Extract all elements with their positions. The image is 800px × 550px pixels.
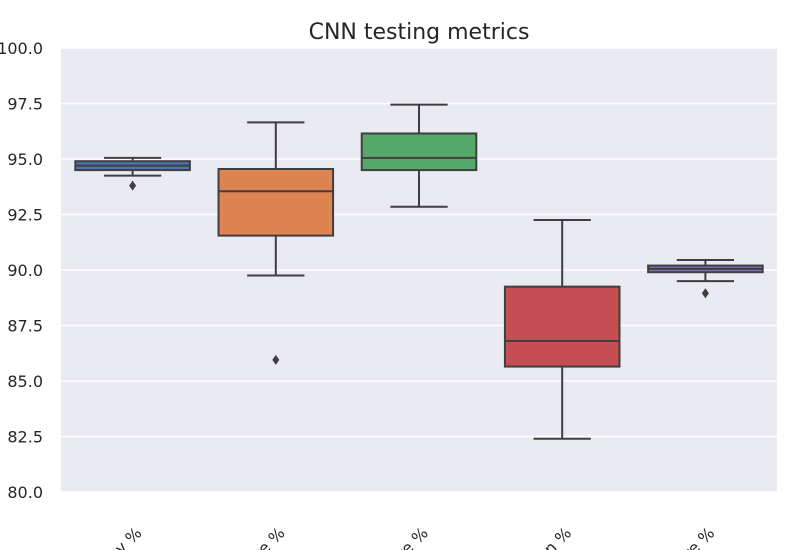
x-tick-label: ore % [672,523,718,550]
y-tick-label: 85.0 [7,372,43,391]
outlier-marker [701,288,709,299]
y-axis-ticks: 80.0 82.5 85.0 87.5 90.0 92.5 95.0 97.5 100.0 [0,39,43,502]
y-tick-label: 82.5 [7,428,43,447]
y-tick-label: 80.0 [7,483,43,502]
x-tick-label: sion % [524,523,575,550]
grid-lines [61,47,777,493]
box-iqr [360,132,478,172]
x-tick-label: rate % [238,523,289,550]
box-group [74,156,191,191]
box-group [647,259,764,299]
x-tick-label: racy % [93,523,145,550]
box-group [217,121,335,365]
y-tick-label: 90.0 [7,261,43,280]
y-tick-label: 100.0 [0,39,43,58]
outlier-marker [129,180,137,191]
y-tick-label: 97.5 [7,95,43,114]
x-axis-ticks: racy % rate % rate % sion % ore % [93,523,718,550]
y-tick-label: 87.5 [7,317,43,336]
y-tick-label: 95.0 [7,150,43,169]
box-group [360,103,478,208]
x-tick-label: rate % [381,523,432,550]
box-iqr [217,167,335,237]
box-group [503,219,621,440]
box-iqr [503,285,621,368]
y-tick-label: 92.5 [7,206,43,225]
outlier-marker [272,354,280,365]
boxes [74,103,764,440]
chart-title: CNN testing metrics [309,20,530,45]
